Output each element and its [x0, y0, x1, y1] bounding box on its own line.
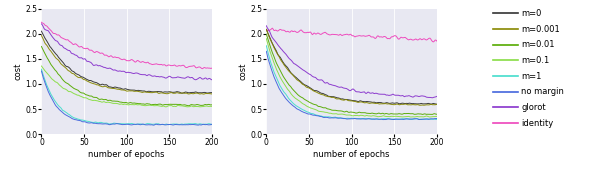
Text: no margin: no margin	[522, 87, 564, 96]
Text: m=0: m=0	[522, 9, 542, 18]
Text: identity: identity	[522, 119, 554, 128]
Text: m=0.01: m=0.01	[522, 40, 555, 49]
X-axis label: number of epochs: number of epochs	[88, 150, 165, 159]
Y-axis label: cost: cost	[238, 63, 247, 80]
Y-axis label: cost: cost	[14, 63, 22, 80]
Text: m=0.001: m=0.001	[522, 24, 560, 34]
X-axis label: number of epochs: number of epochs	[313, 150, 390, 159]
Text: glorot: glorot	[522, 103, 546, 112]
Text: m=1: m=1	[522, 72, 542, 81]
Text: m=0.1: m=0.1	[522, 56, 550, 65]
